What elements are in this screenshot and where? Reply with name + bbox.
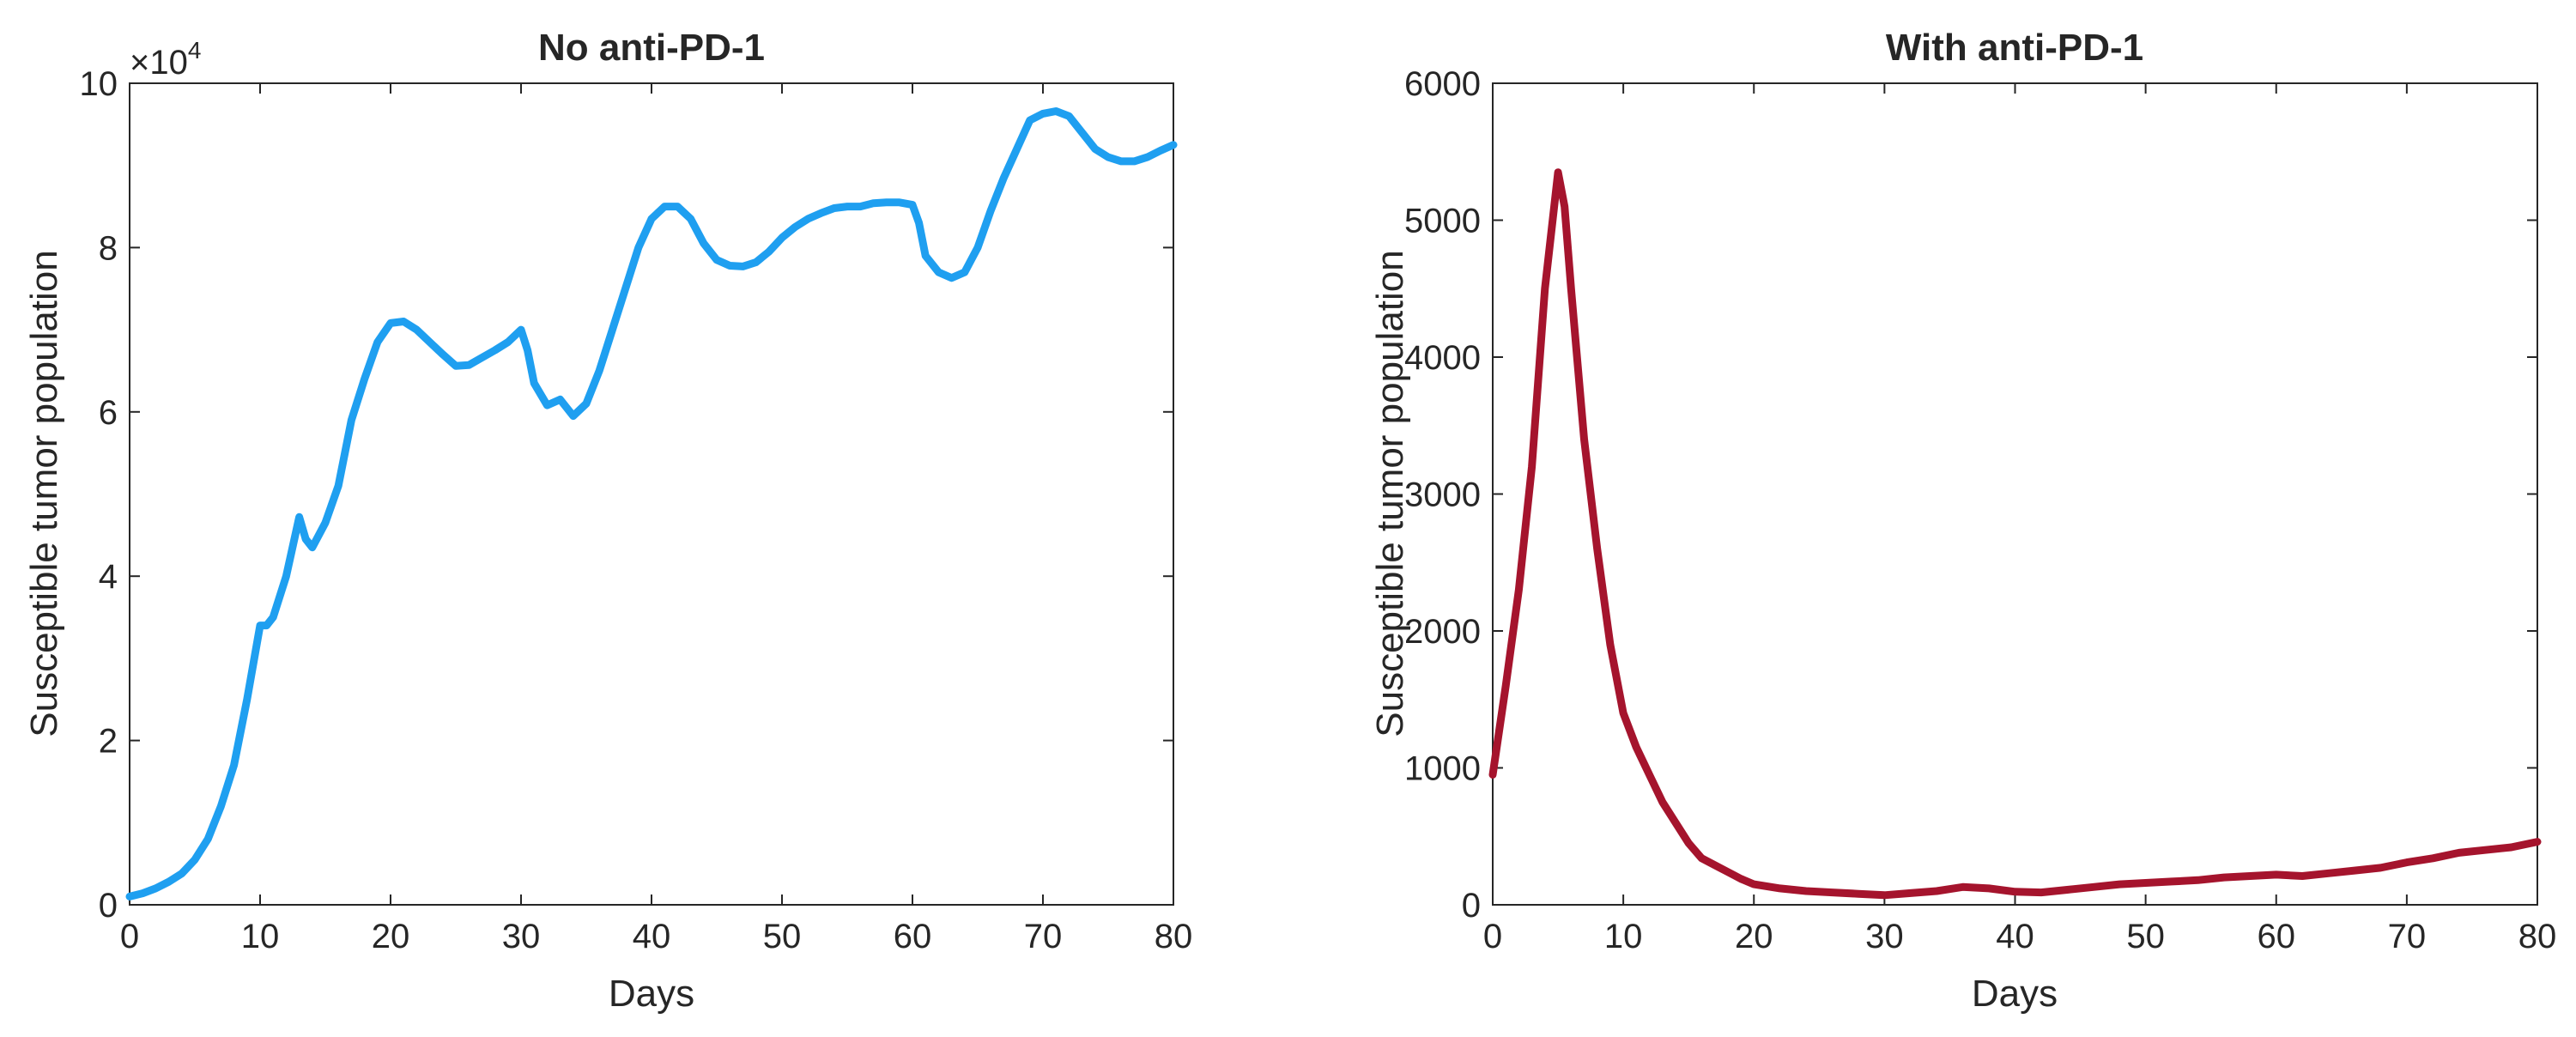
right-series-line xyxy=(1488,168,2542,900)
right-x-tick-label: 10 xyxy=(1604,918,1643,955)
right-y-tick-label: 5000 xyxy=(1404,203,1481,240)
left-y-axis-label: Susceptible tumor population xyxy=(23,250,65,737)
left-x-tick-label: 10 xyxy=(241,918,280,955)
right-y-tick-label: 4000 xyxy=(1404,339,1481,377)
right-plot-marks: 0 10 20 30 40 50 60 70 80 0 1000 2000 3000 4000 5000 60… xyxy=(1404,65,2556,955)
left-y-tick-label: 0 xyxy=(99,887,118,925)
right-y-axis-label: Susceptible tumor population xyxy=(1369,250,1411,737)
right-x-tick-label: 70 xyxy=(2388,918,2427,955)
left-y-tick-label: 8 xyxy=(99,229,118,267)
left-y-tick-label: 10 xyxy=(80,65,118,103)
right-x-tick-label: 0 xyxy=(1483,918,1502,955)
right-x-tick-label: 30 xyxy=(1865,918,1904,955)
left-x-axis-label: Days xyxy=(609,973,694,1015)
right-x-tick-label: 20 xyxy=(1735,918,1773,955)
right-chart-title: With anti-PD-1 xyxy=(1886,27,2143,69)
right-y-tick-label: 0 xyxy=(1462,887,1481,925)
left-x-tick-label: 20 xyxy=(372,918,410,955)
left-y-tick-label: 4 xyxy=(99,558,118,596)
right-plot-area xyxy=(1492,82,2538,906)
left-x-tick-label: 80 xyxy=(1155,918,1193,955)
left-plot: 0 10 20 30 40 50 60 70 80 0 2 4 6 8 10 No anti-PD-1 Da… xyxy=(23,27,1192,1015)
left-y-tick-label: 2 xyxy=(99,723,118,761)
left-x-tick-label: 40 xyxy=(633,918,671,955)
left-plot-area xyxy=(129,82,1174,906)
left-chart-title: No anti-PD-1 xyxy=(538,27,765,69)
left-plot-marks: 0 10 20 30 40 50 60 70 80 0 2 4 6 8 10 xyxy=(80,65,1193,955)
right-x-tick-label: 50 xyxy=(2126,918,2165,955)
right-plot: 0 10 20 30 40 50 60 70 80 0 1000 2000 3000 4000 5000 60… xyxy=(1369,27,2556,1015)
left-y-exponent-label: ×104 xyxy=(130,37,201,82)
right-y-tick-label: 2000 xyxy=(1404,613,1481,651)
right-y-tick-label: 3000 xyxy=(1404,476,1481,514)
right-x-tick-label: 40 xyxy=(1996,918,2034,955)
right-x-tick-label: 80 xyxy=(2518,918,2557,955)
left-x-tick-label: 70 xyxy=(1024,918,1063,955)
right-x-axis-label: Days xyxy=(1972,973,2058,1015)
left-x-tick-label: 60 xyxy=(894,918,932,955)
left-x-tick-label: 30 xyxy=(502,918,541,955)
right-y-tick-label: 6000 xyxy=(1404,65,1481,103)
left-x-tick-label: 0 xyxy=(120,918,139,955)
right-y-tick-label: 1000 xyxy=(1404,750,1481,788)
left-y-tick-label: 6 xyxy=(99,394,118,432)
left-x-tick-label: 50 xyxy=(763,918,802,955)
right-x-tick-label: 60 xyxy=(2258,918,2296,955)
left-series-line xyxy=(125,107,1178,901)
